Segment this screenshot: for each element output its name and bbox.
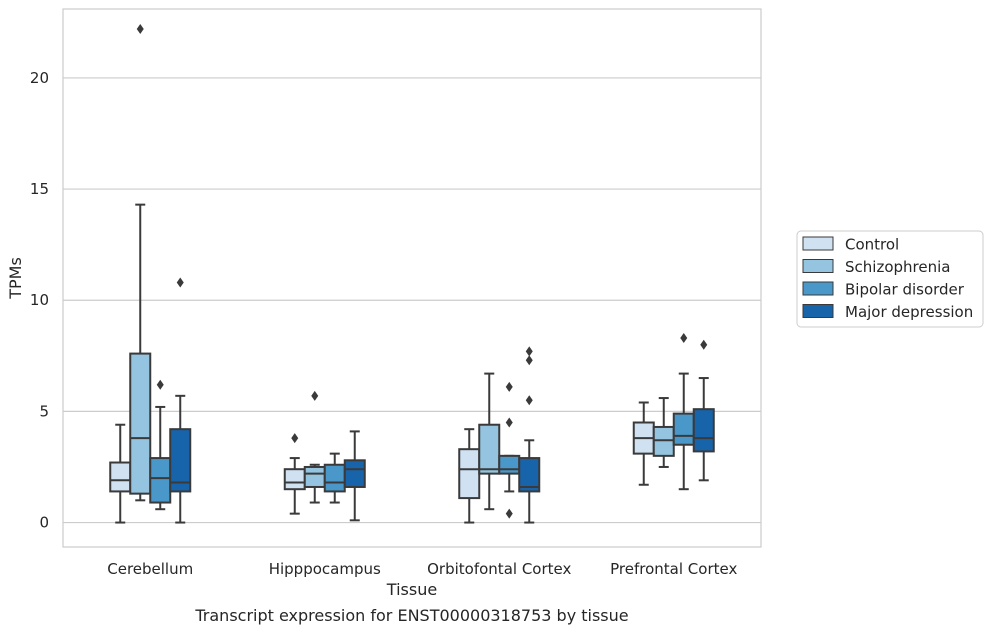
box-major-depression bbox=[692, 339, 715, 482]
outlier-point bbox=[291, 433, 299, 444]
outlier-point bbox=[680, 333, 688, 344]
box-major-depression bbox=[518, 346, 541, 524]
box-iqr bbox=[672, 412, 695, 446]
x-tick-label: Prefrontal Cortex bbox=[610, 560, 737, 578]
legend-label: Control bbox=[845, 236, 899, 254]
y-tick-label: 0 bbox=[39, 514, 49, 532]
outlier-point bbox=[156, 379, 164, 390]
y-tick-label: 20 bbox=[30, 69, 49, 87]
boxes bbox=[109, 24, 715, 524]
legend-label: Major depression bbox=[845, 303, 973, 321]
y-axis-label: TPMs bbox=[6, 257, 25, 300]
y-tick-label: 5 bbox=[39, 402, 49, 420]
box-iqr bbox=[692, 408, 715, 453]
box-control bbox=[632, 401, 655, 486]
outlier-point bbox=[700, 339, 708, 350]
box-major-depression bbox=[169, 277, 192, 524]
box-iqr bbox=[283, 468, 306, 491]
box-schizophrenia bbox=[652, 397, 675, 468]
box-iqr bbox=[149, 457, 172, 504]
box-iqr bbox=[303, 465, 326, 488]
x-tick-label: Hipppocampus bbox=[269, 560, 381, 578]
x-tick-label: Orbitofontal Cortex bbox=[427, 560, 571, 578]
outlier-point bbox=[505, 508, 513, 519]
x-axis-label: Tissue bbox=[386, 580, 437, 599]
legend-frame bbox=[796, 230, 984, 328]
box-major-depression bbox=[343, 430, 366, 522]
box-iqr bbox=[323, 463, 346, 493]
outlier-point bbox=[311, 390, 319, 401]
outlier-point bbox=[505, 417, 513, 428]
box-bipolar-disorder bbox=[498, 381, 521, 519]
box-control bbox=[283, 433, 306, 515]
x-tick-labels: Cerebellum Hipppocampus Orbitofontal Corte… bbox=[107, 560, 737, 578]
box-iqr bbox=[518, 457, 541, 493]
outlier-point bbox=[505, 381, 513, 392]
box-iqr bbox=[458, 448, 481, 500]
x-tick-label: Cerebellum bbox=[107, 560, 193, 578]
y-tick-label: 10 bbox=[30, 291, 49, 309]
legend-label: Schizophrenia bbox=[845, 258, 950, 276]
outlier-point bbox=[525, 346, 533, 357]
box-iqr bbox=[169, 428, 192, 493]
box-control bbox=[109, 423, 132, 524]
plot-frame bbox=[62, 8, 762, 548]
legend-swatch bbox=[802, 259, 834, 273]
box-iqr bbox=[478, 423, 501, 475]
outlier-point bbox=[525, 355, 533, 366]
box-bipolar-disorder bbox=[323, 452, 346, 504]
legend-swatch bbox=[802, 236, 834, 251]
y-tick-labels: 0 5 10 15 20 bbox=[30, 69, 49, 532]
chart-caption: Transcript expression for ENST0000031875… bbox=[194, 606, 628, 625]
legend: Control Schizophrenia Bipolar disorder Majo… bbox=[796, 230, 984, 328]
legend-label: Bipolar disorder bbox=[845, 281, 965, 299]
box-iqr bbox=[498, 454, 521, 475]
legend-swatch bbox=[802, 304, 834, 318]
box-schizophrenia bbox=[303, 390, 326, 504]
legend-swatch bbox=[802, 281, 834, 296]
box-iqr bbox=[129, 352, 152, 495]
box-schizophrenia bbox=[478, 372, 501, 511]
box-bipolar-disorder bbox=[149, 379, 172, 511]
box-iqr bbox=[652, 425, 675, 457]
box-iqr bbox=[109, 461, 132, 493]
outlier-point bbox=[176, 277, 184, 288]
box-schizophrenia bbox=[129, 24, 152, 502]
box-control bbox=[458, 428, 481, 524]
outlier-point bbox=[136, 24, 144, 35]
outlier-point bbox=[525, 395, 533, 406]
box-iqr bbox=[343, 459, 366, 488]
y-tick-label: 15 bbox=[30, 180, 49, 198]
